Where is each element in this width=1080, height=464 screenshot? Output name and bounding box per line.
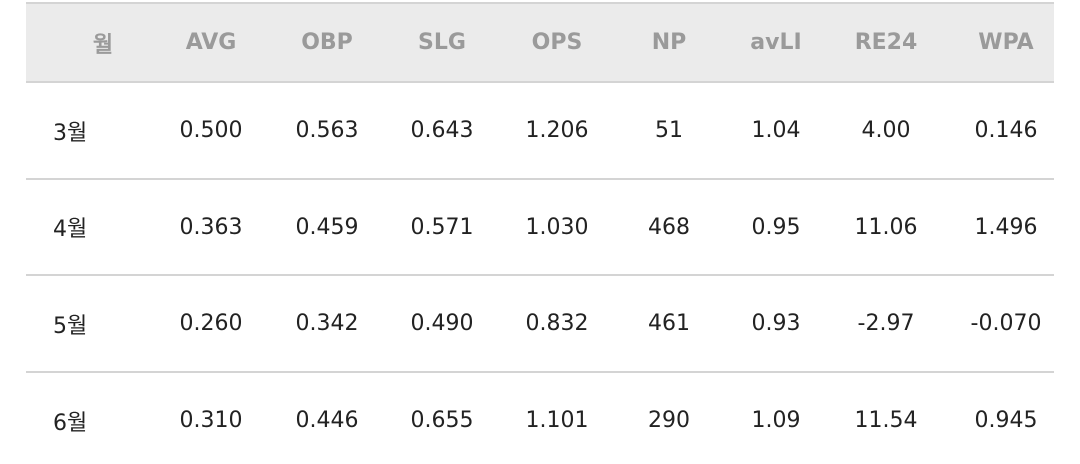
data-cell: 461 xyxy=(648,311,690,336)
stats-table: 월 AVG OBP SLG OPS NP avLI RE24 WPA 3월 0.500 0.563 0.… xyxy=(26,2,1054,464)
data-cell: 0.643 xyxy=(410,118,474,143)
data-cell: -2.97 xyxy=(857,311,915,336)
data-cell: 1.04 xyxy=(751,118,801,143)
data-row: 4월 0.363 0.459 0.571 1.030 468 0.95 11.06 1.496 xyxy=(26,180,1054,276)
data-cell: 0.832 xyxy=(525,311,589,336)
data-cell: 0.342 xyxy=(295,311,359,336)
data-cell: 0.563 xyxy=(295,118,359,143)
data-row: 6월 0.310 0.446 0.655 1.101 290 1.09 11.54 0.945 xyxy=(26,373,1054,464)
header-cell: avLI xyxy=(750,30,802,55)
data-cell: 3월 xyxy=(53,120,88,146)
data-cell: 468 xyxy=(648,214,690,240)
data-cell: 0.260 xyxy=(179,311,243,336)
data-cell: 51 xyxy=(655,118,683,143)
data-cell: 0.459 xyxy=(295,214,359,240)
data-cell: 0.310 xyxy=(179,408,243,433)
data-cell: 4월 xyxy=(53,217,88,242)
header-cell: RE24 xyxy=(854,30,918,55)
data-cell: 0.655 xyxy=(410,408,474,433)
data-cell: 1.206 xyxy=(525,118,589,143)
data-cell: 0.571 xyxy=(410,214,474,240)
data-cell: 0.363 xyxy=(179,214,243,240)
header-row: 월 AVG OBP SLG OPS NP avLI RE24 WPA xyxy=(26,2,1054,83)
data-cell: -0.070 xyxy=(970,311,1042,336)
data-cell: 11.06 xyxy=(854,214,918,240)
data-cell: 4.00 xyxy=(861,118,911,143)
data-cell: 1.09 xyxy=(751,408,801,433)
header-cell: NP xyxy=(651,30,687,55)
data-cell: 1.030 xyxy=(525,214,589,240)
header-cell: SLG xyxy=(418,30,466,55)
data-cell: 1.496 xyxy=(974,214,1038,240)
data-cell: 11.54 xyxy=(854,408,918,433)
header-cell: OPS xyxy=(531,30,583,55)
data-cell: 6월 xyxy=(53,410,88,436)
data-cell: 0.146 xyxy=(974,118,1038,143)
data-cell: 0.490 xyxy=(410,311,474,336)
data-cell: 0.95 xyxy=(751,214,801,240)
data-cell: 5월 xyxy=(53,313,88,339)
header-cell: OBP xyxy=(301,30,353,55)
data-cell: 0.500 xyxy=(179,118,243,143)
header-cell: WPA xyxy=(978,30,1034,55)
header-cell: AVG xyxy=(185,30,237,55)
data-cell: 0.446 xyxy=(295,408,359,433)
data-row: 3월 0.500 0.563 0.643 1.206 51 1.04 4.00 0.146 xyxy=(26,83,1054,180)
data-cell: 1.101 xyxy=(525,408,589,433)
data-cell: 290 xyxy=(648,408,690,433)
data-row: 5월 0.260 0.342 0.490 0.832 461 0.93 -2.97 -0.070 xyxy=(26,276,1054,373)
data-cell: 0.945 xyxy=(974,408,1038,433)
data-cell: 0.93 xyxy=(751,311,801,336)
header-cell: 월 xyxy=(92,32,114,58)
